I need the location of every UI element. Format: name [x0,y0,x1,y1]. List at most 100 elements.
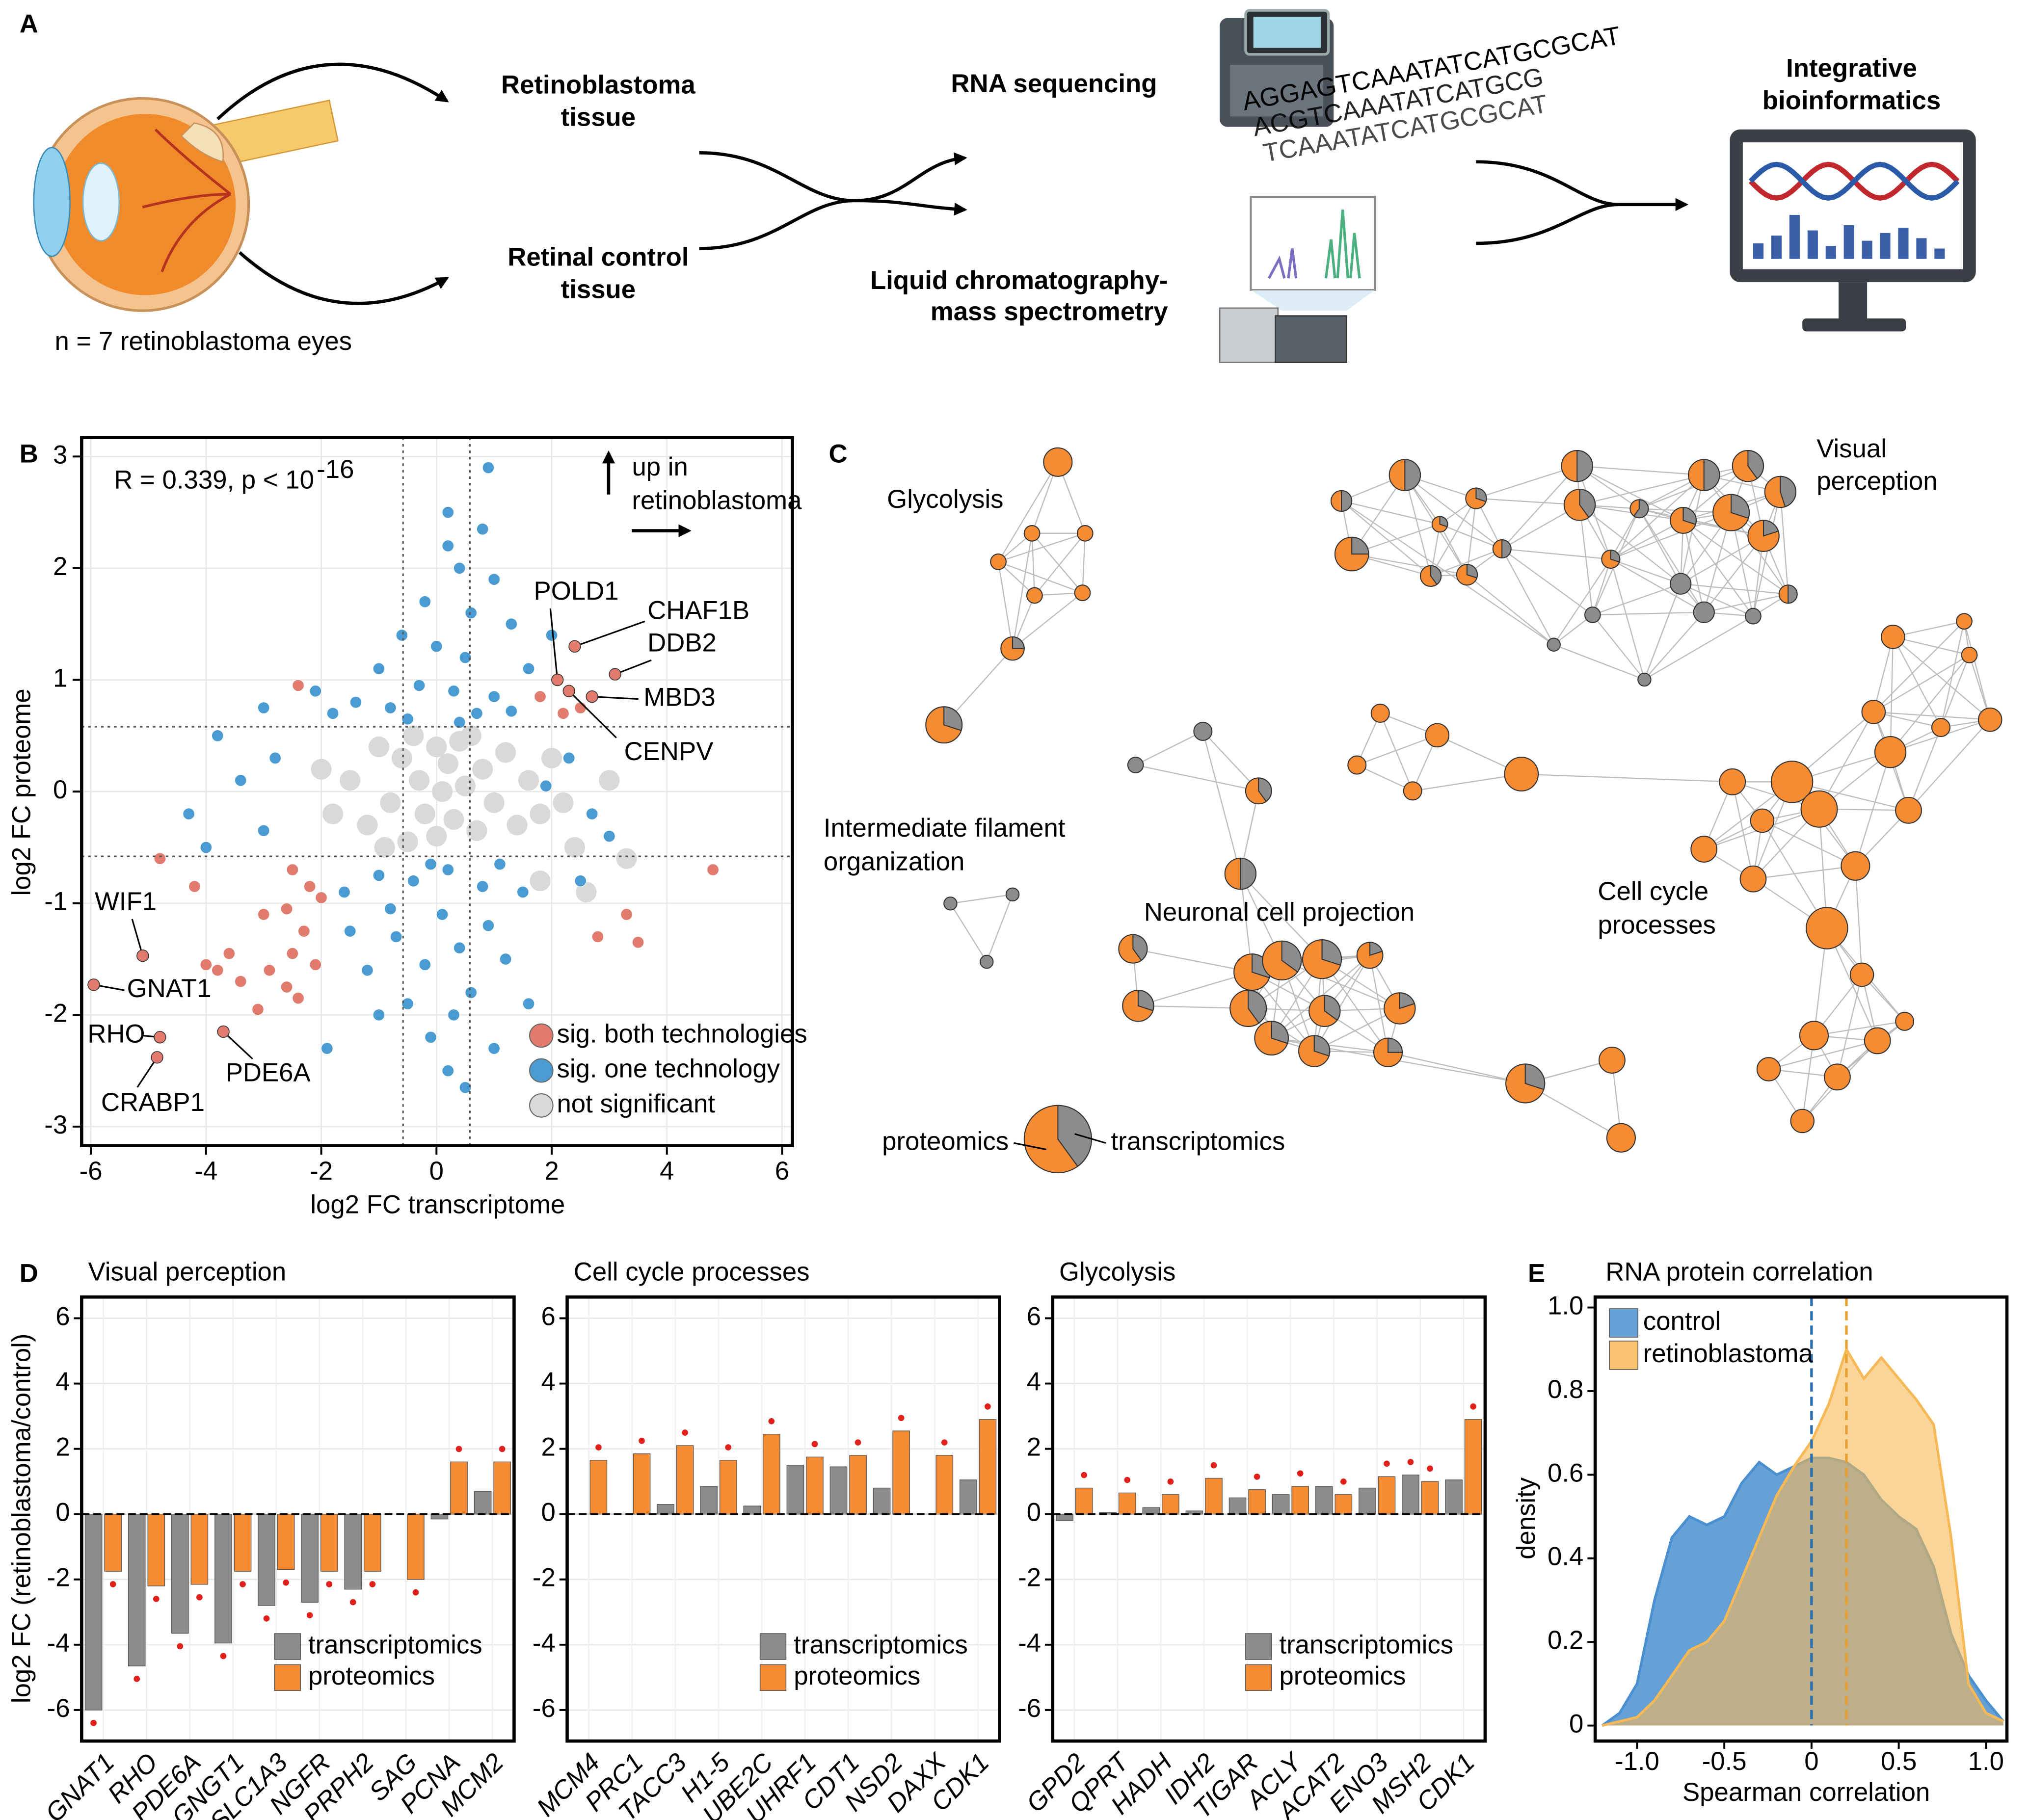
significance-dot [1254,1474,1260,1480]
network-edge [1638,508,1682,584]
sequencer-door [1230,64,1324,117]
point-label: MBD3 [643,683,716,712]
y-tick-label: -4 [47,1629,70,1658]
network-edge [1351,553,1468,576]
data-point [448,1008,460,1021]
network-edge [1762,820,1856,867]
network-node [1931,718,1950,738]
spectrum-peaks [1268,248,1298,279]
network-node-wedge [1313,1035,1331,1057]
network-node-wedge [1763,520,1779,537]
data-point [263,964,276,976]
network-edge [1341,500,1431,577]
icon-bar [1916,238,1927,259]
network-edge [1135,731,1203,766]
network-node [1881,625,1905,649]
icon-bar [1880,233,1891,259]
legend-label: not significant [557,1089,715,1118]
network-node [1961,646,1978,663]
network-node-wedge [1404,459,1421,491]
sample-label: Retinoblastoma [501,71,695,100]
significance-dot [240,1581,246,1587]
data-point [183,808,195,820]
data-point [401,712,414,725]
network-edge [1579,504,1681,584]
significance-dot [220,1653,227,1660]
network-node [1745,607,1762,625]
network-edge [1592,611,1704,616]
data-point [465,607,478,619]
y-tick-label: -4 [533,1629,556,1658]
data-point [357,815,378,836]
network-node-wedge [1747,449,1764,479]
significance-dot [499,1446,506,1452]
bar [493,1461,511,1515]
network-edge [1639,465,1748,509]
result-label: bioinformatics [1762,86,1941,115]
network-node [1693,601,1715,623]
data-point [426,736,447,758]
bar [1142,1507,1160,1515]
x-tick-label: 2 [544,1157,559,1186]
y-tick-label: -2 [533,1563,556,1592]
y-tick-label: 2 [1027,1433,1041,1462]
cluster-label: Intermediate filament [824,814,1066,843]
point-label: GNAT1 [127,974,212,1003]
data-point [482,919,495,932]
legend-label: proteomics [1279,1662,1406,1690]
data-point [460,725,481,746]
bar [1445,1479,1463,1515]
significance-dot [349,1599,356,1606]
icon-bar [1862,240,1872,259]
data-point [442,540,454,552]
data-point [562,685,575,697]
network-edge [986,894,1014,962]
significance-dot [898,1415,905,1421]
significance-dot [369,1581,376,1587]
annotation: R = 0.339, p < 10 [114,465,314,494]
bar [979,1419,997,1515]
network-edge [1592,583,1681,616]
y-tick-label: 0.2 [1548,1626,1583,1655]
bar [1056,1514,1073,1521]
data-point [87,978,100,991]
legend-label: proteomics [882,1127,1009,1156]
cluster-label: Glycolysis [887,485,1003,514]
network-edge [1644,615,1754,680]
network-node [1547,637,1561,652]
significance-dot [1124,1477,1131,1483]
x-tick-label: 1.0 [1968,1747,2004,1776]
result-label: Integrative [1786,53,1917,82]
data-point [257,702,270,714]
y-tick-label: 0.8 [1548,1375,1583,1404]
bar [1335,1494,1353,1515]
data-point [551,673,564,686]
bar [873,1487,891,1515]
data-point [436,908,449,921]
network-node [1756,1057,1781,1081]
y-tick-label: 6 [541,1302,555,1331]
network-edge [1034,533,1086,596]
network-node-wedge [1610,550,1621,563]
network-node-wedge [1321,939,1342,966]
network-edge [998,561,1083,594]
network-node [1403,781,1422,801]
leader-line [614,659,652,675]
significance-dot [153,1596,160,1602]
network-edge [1873,711,1990,720]
network-node-wedge [1780,475,1797,507]
icon-bar [1789,214,1800,259]
bar [364,1514,381,1572]
network-edge [1704,593,1789,613]
network-node-wedge [1240,857,1257,890]
network-edge [1610,559,1645,680]
data-point [488,1042,501,1055]
bar [171,1514,189,1634]
monitor-stand [1839,282,1868,321]
network-edge [998,462,1059,562]
network-edge [1082,533,1086,593]
y-tick-label: -2 [47,1563,70,1592]
bar [1162,1494,1179,1515]
y-axis-label: log2 FC (retinoblastoma/control) [7,1334,36,1703]
legend-label: sig. one technology [557,1055,780,1083]
